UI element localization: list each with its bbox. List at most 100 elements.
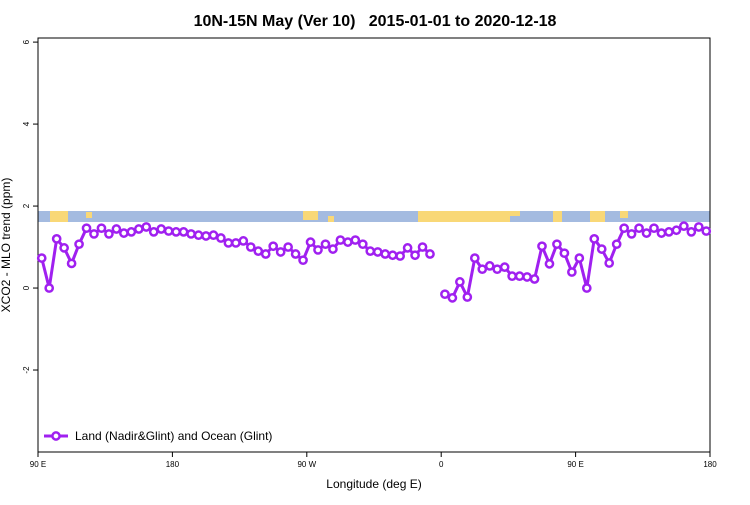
y-tick-label: -2 [22, 366, 31, 374]
point [216, 233, 226, 243]
x-tick-label: 90 E [30, 460, 46, 469]
point [260, 249, 271, 259]
chart-title: 10N-15N May (Ver 10) 2015-01-01 to 2020-… [194, 13, 557, 30]
point [619, 223, 629, 234]
point [372, 247, 383, 257]
x-tick-label: 90 W [297, 460, 316, 469]
point [581, 283, 592, 293]
point [148, 227, 159, 237]
point [611, 239, 622, 250]
point [425, 249, 435, 259]
point [141, 222, 152, 232]
y-axis-label: XCO2 - MLO trend (ppm) [0, 178, 13, 313]
point [223, 238, 234, 248]
y-tick-label: 4 [22, 121, 31, 126]
point [298, 255, 308, 266]
land-ocean-strip [38, 211, 710, 222]
point [126, 227, 137, 237]
point [119, 228, 129, 238]
point [89, 229, 99, 239]
point [402, 243, 413, 253]
point [193, 230, 204, 241]
point [253, 246, 264, 256]
point [559, 248, 570, 259]
point [492, 264, 503, 275]
point [507, 271, 517, 282]
point [186, 229, 196, 239]
point [679, 221, 689, 231]
point [462, 292, 473, 302]
y-tick-label: 2 [22, 203, 31, 208]
point [380, 249, 391, 259]
point [552, 239, 562, 250]
point [343, 237, 353, 247]
x-axis-label: Longitude (deg E) [326, 477, 421, 491]
point [701, 226, 712, 236]
point [671, 225, 682, 236]
point [417, 242, 428, 252]
point [313, 245, 323, 255]
point [529, 274, 540, 284]
point [484, 261, 495, 271]
point [455, 277, 465, 287]
point [387, 250, 398, 261]
x-tick-label: 180 [703, 460, 717, 469]
point [81, 223, 92, 234]
point [395, 251, 405, 261]
point [163, 226, 174, 236]
point [268, 241, 279, 252]
point [231, 238, 241, 248]
point [283, 242, 293, 252]
point [245, 242, 256, 252]
point [350, 235, 361, 245]
point [567, 267, 577, 277]
point [275, 247, 286, 257]
point [604, 258, 615, 268]
point [44, 283, 55, 293]
point [208, 230, 219, 241]
y-tick-label: 6 [22, 39, 31, 44]
point [626, 229, 637, 239]
point [238, 236, 249, 246]
point [589, 234, 600, 244]
legend-marker [51, 431, 61, 441]
point [410, 250, 420, 261]
point [133, 224, 144, 234]
point [596, 244, 607, 254]
point [357, 239, 368, 250]
point [634, 223, 644, 234]
x-tick-label: 0 [439, 460, 444, 469]
point [156, 224, 167, 234]
point [74, 239, 84, 250]
point [477, 264, 488, 275]
point [537, 241, 547, 252]
point [305, 237, 316, 247]
point [36, 253, 47, 263]
point [51, 234, 62, 244]
point [514, 271, 525, 282]
plot-frame [37, 37, 711, 453]
point [96, 223, 107, 234]
point [328, 244, 338, 254]
point [693, 222, 704, 232]
point [447, 293, 458, 303]
point [664, 227, 674, 237]
point [111, 224, 122, 234]
point [335, 235, 346, 245]
point [469, 253, 480, 263]
point [171, 227, 181, 237]
point [656, 228, 667, 238]
legend-label: Land (Nadir&Glint) and Ocean (Glint) [75, 429, 272, 443]
point [290, 249, 301, 259]
point [178, 227, 189, 237]
x-tick-label: 180 [166, 460, 180, 469]
point [440, 289, 450, 300]
point [649, 223, 659, 234]
point [365, 246, 376, 256]
point [522, 272, 532, 282]
point [686, 227, 697, 237]
point [320, 239, 331, 250]
point [104, 229, 114, 239]
point [201, 231, 211, 241]
